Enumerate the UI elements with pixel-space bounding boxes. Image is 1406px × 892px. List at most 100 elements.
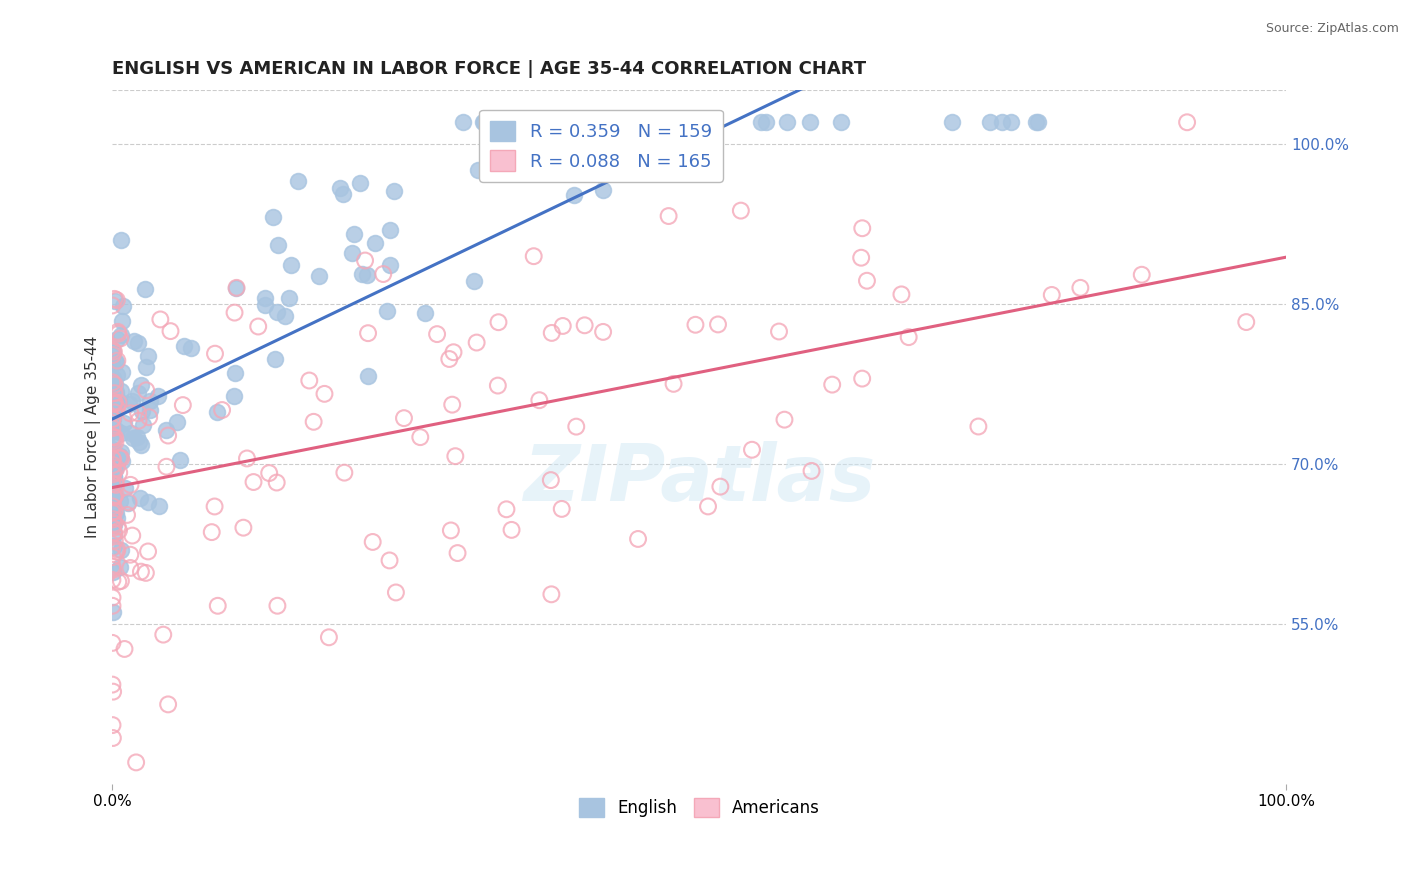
- Point: [776, 115, 799, 129]
- Point: [101, 591, 124, 605]
- Point: [105, 510, 128, 524]
- Point: [751, 115, 773, 129]
- Point: [979, 115, 1001, 129]
- Point: [471, 115, 494, 129]
- Point: [101, 423, 124, 437]
- Point: [125, 756, 148, 770]
- Point: [159, 324, 181, 338]
- Point: [104, 354, 127, 368]
- Point: [709, 480, 731, 494]
- Point: [101, 298, 124, 312]
- Point: [111, 299, 134, 313]
- Point: [253, 298, 276, 312]
- Point: [634, 115, 657, 129]
- Point: [107, 519, 129, 533]
- Point: [110, 328, 132, 343]
- Point: [155, 423, 177, 437]
- Point: [103, 412, 125, 426]
- Point: [101, 353, 124, 368]
- Point: [658, 115, 681, 129]
- Text: ZIPatlas: ZIPatlas: [523, 441, 876, 516]
- Point: [157, 428, 180, 442]
- Point: [105, 545, 128, 559]
- Point: [101, 458, 124, 472]
- Point: [103, 406, 125, 420]
- Point: [101, 605, 124, 619]
- Point: [565, 419, 588, 434]
- Point: [463, 274, 485, 288]
- Point: [467, 162, 489, 177]
- Point: [121, 393, 143, 408]
- Point: [101, 378, 124, 392]
- Point: [340, 246, 363, 260]
- Point: [287, 174, 309, 188]
- Point: [755, 115, 778, 129]
- Point: [318, 630, 340, 644]
- Point: [380, 223, 402, 237]
- Point: [112, 416, 135, 430]
- Point: [600, 115, 623, 129]
- Point: [264, 351, 287, 366]
- Point: [280, 259, 302, 273]
- Point: [104, 392, 127, 407]
- Point: [103, 491, 125, 505]
- Point: [262, 210, 284, 224]
- Point: [495, 502, 517, 516]
- Point: [101, 412, 124, 426]
- Point: [519, 135, 541, 149]
- Point: [110, 384, 132, 398]
- Point: [343, 227, 366, 241]
- Point: [357, 368, 380, 383]
- Point: [856, 274, 879, 288]
- Point: [134, 282, 156, 296]
- Point: [267, 237, 290, 252]
- Point: [105, 456, 128, 470]
- Point: [101, 434, 124, 448]
- Point: [101, 376, 124, 390]
- Point: [104, 533, 127, 548]
- Point: [707, 318, 730, 332]
- Point: [166, 416, 188, 430]
- Point: [225, 281, 247, 295]
- Point: [101, 477, 124, 491]
- Point: [222, 389, 245, 403]
- Point: [201, 525, 224, 540]
- Point: [103, 489, 125, 503]
- Point: [101, 348, 124, 362]
- Point: [121, 528, 143, 542]
- Point: [668, 115, 690, 129]
- Point: [104, 431, 127, 445]
- Point: [441, 398, 464, 412]
- Point: [523, 153, 546, 167]
- Point: [125, 430, 148, 444]
- Point: [105, 454, 128, 468]
- Point: [180, 341, 202, 355]
- Point: [486, 378, 509, 392]
- Point: [897, 330, 920, 344]
- Point: [103, 394, 125, 409]
- Point: [492, 115, 515, 129]
- Point: [266, 475, 288, 490]
- Point: [155, 459, 177, 474]
- Point: [298, 374, 321, 388]
- Point: [1069, 281, 1091, 295]
- Point: [768, 325, 790, 339]
- Point: [107, 395, 129, 409]
- Point: [127, 386, 149, 401]
- Point: [103, 430, 125, 444]
- Text: Source: ZipAtlas.com: Source: ZipAtlas.com: [1265, 22, 1399, 36]
- Point: [104, 377, 127, 392]
- Point: [101, 425, 124, 439]
- Point: [581, 131, 603, 145]
- Point: [110, 233, 132, 247]
- Point: [152, 627, 174, 641]
- Point: [120, 548, 142, 562]
- Point: [101, 500, 124, 514]
- Point: [101, 541, 124, 555]
- Point: [523, 249, 546, 263]
- Point: [373, 267, 395, 281]
- Point: [614, 115, 637, 129]
- Point: [439, 351, 461, 366]
- Point: [105, 384, 128, 399]
- Point: [501, 523, 523, 537]
